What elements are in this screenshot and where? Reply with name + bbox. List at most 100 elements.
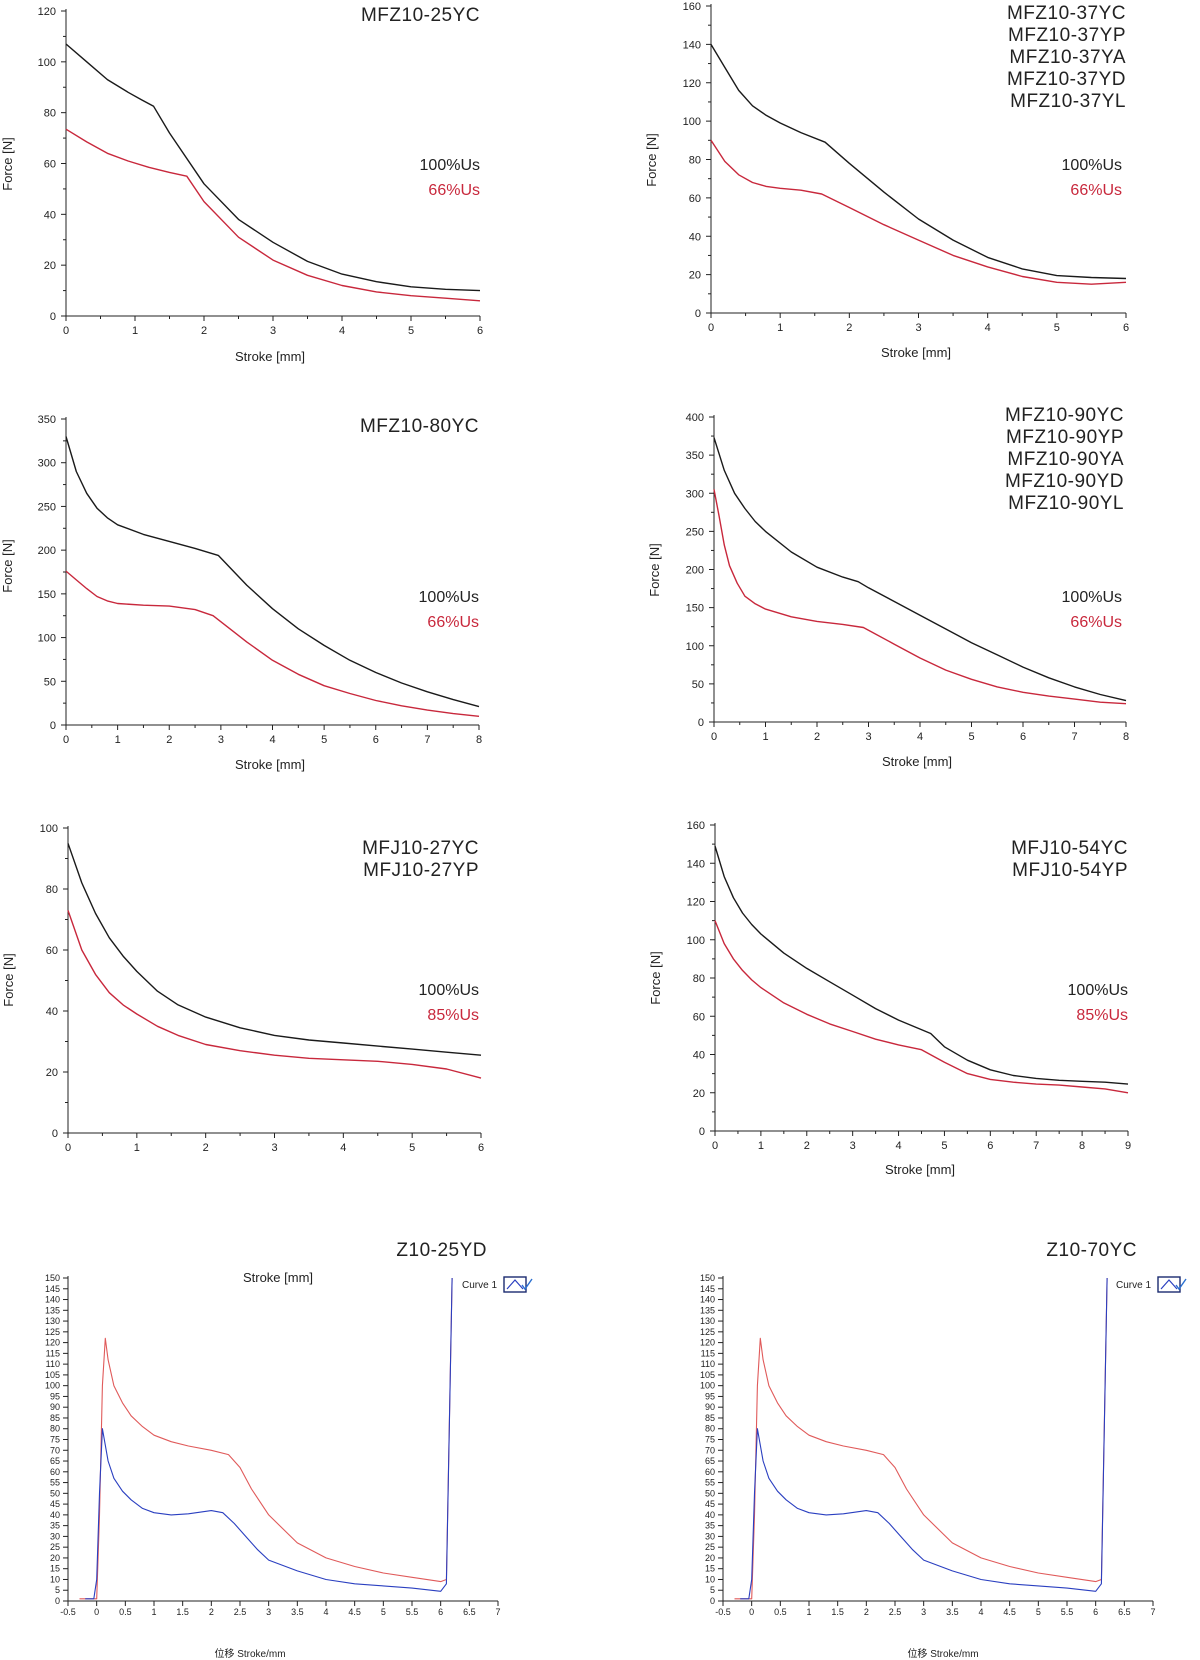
- model-label: MFZ10-37YC: [1007, 3, 1126, 24]
- model-label: MFZ10-90YC: [1005, 405, 1124, 426]
- x-tick-label: 3: [915, 322, 921, 334]
- legend-swatch-curve: [1160, 1279, 1178, 1290]
- chart-3: 0 1 2 3 4 5 6 7 8 0 50 100 150 200 250 300 350 Stroke [mm…: [0, 414, 482, 772]
- x-tick-label: 9: [1125, 1140, 1131, 1152]
- x-tick-label: 2: [864, 1607, 869, 1617]
- y-tick-label: 0: [50, 720, 56, 732]
- x-tick-label: 0.5: [774, 1607, 787, 1617]
- x-tick-label: 6: [1093, 1607, 1098, 1617]
- y-tick-label: 60: [689, 193, 701, 205]
- y-tick-label: 100: [687, 935, 705, 947]
- y-tick-label: 5: [55, 1585, 60, 1595]
- x-tick-label: 7: [424, 734, 430, 746]
- y-axis-title: Force [N]: [647, 543, 662, 596]
- series-line-2: [65, 570, 480, 717]
- series-line-1: [67, 843, 482, 1056]
- y-tick-label: 100: [686, 641, 704, 653]
- y-tick-label: 120: [683, 78, 701, 90]
- legend-swatch-icon: [503, 1276, 527, 1293]
- check-icon: [1175, 1278, 1187, 1291]
- y-tick-label: 105: [45, 1370, 60, 1380]
- y-tick-label: 120: [38, 6, 56, 18]
- y-tick-label: 200: [686, 565, 704, 577]
- y-tick-label: 0: [52, 1128, 58, 1140]
- x-tick-label: 3: [270, 325, 276, 337]
- y-tick-label: 100: [40, 823, 58, 835]
- y-axis-title: Force [N]: [1, 953, 16, 1006]
- y-tick-label: 60: [46, 945, 58, 957]
- x-tick-label: 5.5: [406, 1607, 419, 1617]
- y-tick-label: 45: [50, 1499, 60, 1509]
- y-tick-label: 80: [693, 973, 705, 985]
- y-tick-label: 300: [38, 458, 56, 470]
- y-tick-label: 25: [50, 1542, 60, 1552]
- x-axis-title: 位移 Stroke/mm: [907, 1647, 978, 1660]
- legend-entry: 100%Us: [1062, 589, 1122, 606]
- y-tick-label: 65: [705, 1456, 715, 1466]
- y-tick-label: 140: [700, 1295, 715, 1305]
- y-tick-label: 0: [699, 1126, 705, 1138]
- y-tick-label: 20: [46, 1067, 58, 1079]
- check-icon: [521, 1278, 533, 1291]
- x-tick-label: 5: [321, 734, 327, 746]
- y-tick-label: 0: [50, 311, 56, 323]
- x-tick-label: 6: [438, 1607, 443, 1617]
- model-label: MFZ10-80YC: [360, 416, 479, 437]
- y-tick-label: 105: [700, 1370, 715, 1380]
- y-tick-label: 40: [50, 1510, 60, 1520]
- series-line-1: [734, 1277, 1108, 1600]
- x-tick-label: 4: [917, 731, 923, 743]
- series-line-1: [714, 845, 1129, 1085]
- y-tick-label: 150: [38, 589, 56, 601]
- y-tick-label: 25: [705, 1542, 715, 1552]
- y-tick-label: 200: [38, 545, 56, 557]
- x-tick-label: 0: [63, 734, 69, 746]
- x-tick-label: 3: [865, 731, 871, 743]
- x-tick-label: 2: [804, 1140, 810, 1152]
- series-line-2: [65, 128, 481, 302]
- legend-entry: 85%Us: [427, 1007, 479, 1024]
- x-tick-label: 4: [269, 734, 275, 746]
- y-tick-label: 130: [45, 1316, 60, 1326]
- y-tick-label: 75: [705, 1435, 715, 1445]
- x-tick-label: 8: [1123, 731, 1129, 743]
- model-label: MFZ10-90YP: [1006, 427, 1124, 448]
- model-label: MFZ10-25YC: [361, 5, 480, 26]
- series-line-2: [67, 910, 482, 1079]
- x-axis-title: Stroke [mm]: [885, 1162, 955, 1177]
- x-tick-label: -0.5: [60, 1607, 76, 1617]
- y-tick-label: 100: [38, 633, 56, 645]
- model-label: MFJ10-27YC: [362, 838, 479, 859]
- y-tick-label: 300: [686, 488, 704, 500]
- y-tick-label: 80: [689, 155, 701, 167]
- x-tick-label: 1: [151, 1607, 156, 1617]
- y-tick-label: 250: [38, 501, 56, 513]
- y-tick-label: 120: [45, 1338, 60, 1348]
- x-tick-label: 4: [340, 1142, 346, 1154]
- x-axis-title: Stroke [mm]: [235, 757, 305, 772]
- y-tick-label: 50: [50, 1488, 60, 1498]
- model-label: MFZ10-37YP: [1008, 25, 1126, 46]
- legend-entry: 100%Us: [419, 982, 479, 999]
- x-tick-label: 3.5: [946, 1607, 959, 1617]
- model-label: MFJ10-54YP: [1012, 860, 1128, 881]
- x-tick-label: 1: [762, 731, 768, 743]
- y-axis-title: Force [N]: [648, 951, 663, 1004]
- y-tick-label: 40: [46, 1006, 58, 1018]
- series-line-2: [714, 920, 1129, 1094]
- series-line-2: [85, 1277, 453, 1600]
- y-axis-title: Force [N]: [644, 133, 659, 186]
- series-line-2: [740, 1277, 1108, 1600]
- x-tick-label: 1: [758, 1140, 764, 1152]
- x-tick-label: 6: [477, 325, 483, 337]
- y-tick-label: 15: [705, 1564, 715, 1574]
- y-tick-label: 70: [50, 1445, 60, 1455]
- x-tick-label: 4.5: [348, 1607, 361, 1617]
- x-tick-label: 3: [271, 1142, 277, 1154]
- x-tick-label: 6: [1020, 731, 1026, 743]
- y-tick-label: 135: [700, 1305, 715, 1315]
- y-tick-label: 120: [687, 897, 705, 909]
- y-tick-label: 80: [46, 884, 58, 896]
